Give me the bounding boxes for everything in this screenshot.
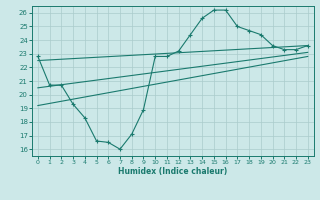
X-axis label: Humidex (Indice chaleur): Humidex (Indice chaleur) — [118, 167, 228, 176]
